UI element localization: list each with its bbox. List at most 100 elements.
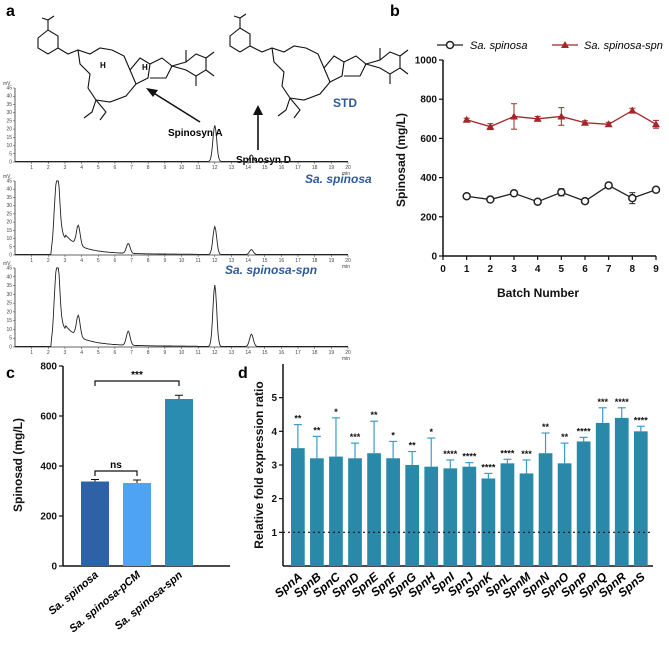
d-bar [519,473,534,566]
d-bar [633,431,648,566]
chrom-xtick-label: 1 [30,165,33,171]
d-bar [310,458,324,566]
panel-a-letter: a [6,3,15,20]
chrom-xtick-label: 1 [30,350,33,356]
d-bar [481,478,496,566]
c-sig-label: *** [131,370,143,381]
d-bar [367,453,381,566]
d-sig-label: * [391,430,395,440]
chrom-xtick-label: 20 [345,165,351,171]
chrom-ytick-label: 15 [6,135,12,141]
chrom-xtick-label: 4 [80,165,83,171]
b-xtick-label: 6 [582,264,588,275]
c-sig-bracket [94,380,180,386]
d-bar [424,466,439,566]
d-sig-label: ** [542,422,550,432]
b-xtick-label: 5 [559,264,565,275]
chrom-xtick-label: 16 [279,350,285,356]
chrom-ytick-label: 10 [6,143,12,149]
chrom-ytick-label: 30 [6,110,12,116]
b-xtick-label: 9 [653,264,659,275]
chrom-xtick-label: 2 [47,165,50,171]
panel-c-letter: c [6,365,15,382]
d-bar [386,458,400,566]
chrom-ytick-label: 0 [9,345,12,351]
chrom-xtick-label: 3 [64,165,67,171]
d-bar [405,465,420,566]
chrom-xtick-label: 6 [114,165,117,171]
chrom-ytick-label: 5 [9,336,12,342]
d-bar [557,463,572,566]
b-xtick-label: 8 [630,264,636,275]
chrom-xtick-label: 16 [279,165,285,171]
panel-b-letter: b [390,3,400,20]
d-ytick-label: 5 [271,393,277,404]
chrom-xtick-label: 14 [245,165,251,171]
b-point [628,193,637,203]
d-bar [614,417,629,566]
d-sig-label: **** [462,452,477,462]
d-bar [500,463,515,566]
c-ytick-label: 600 [40,412,57,423]
d-bar [329,456,343,566]
chrom-ytick-label: 0 [9,160,12,166]
b-xtick-label: 0 [440,264,446,275]
d-ytick-label: 3 [271,461,277,472]
line-chart-b: 0 200 400 600 800 1000 0 1 2 3 4 5 6 7 8 9 [415,56,661,275]
trace-label-sa-spinosa: Sa. spinosa [305,172,372,186]
b-ytick-label: 1000 [415,56,438,67]
chrom-xtick-label: 5 [97,258,100,264]
d-ytick-label: 4 [271,427,277,438]
chrom-ytick-label: 25 [6,301,12,307]
c-ytick-label: 800 [40,362,57,373]
panel-a: a H H [3,3,409,362]
chrom-xtick-label: 19 [329,350,335,356]
chrom-xtick-label: 3 [64,350,67,356]
chrom-xtick-label: 17 [295,350,301,356]
chrom-trace-line [15,267,348,347]
c-ytick-label: 200 [40,512,57,523]
spinosyn-a-structure [37,15,215,121]
chrom-xtick-label: 18 [312,165,318,171]
d-sig-label: *** [597,397,608,407]
legend-marker-sa-spinosa [445,40,455,50]
arrow-spinosyn-a [146,88,201,123]
b-point [581,118,589,126]
d-bar [595,422,610,566]
c-ytick-label: 400 [40,462,57,473]
legend-label-sa-spinosa-spn: Sa. spinosa-spn [584,40,663,52]
chrom-xtick-label: 7 [130,165,133,171]
b-point [580,196,590,206]
chrom-xtick-label: 3 [64,258,67,264]
d-sig-label: ** [561,432,569,442]
b-point [652,120,660,128]
chrom-yunit: mV [3,174,11,180]
bar-chart-d: 12345**SpnA**SpnB*SpnC***SpnD**SpnE*SpnF… [271,364,653,601]
chrom-xtick-label: 11 [196,350,201,356]
c-sig-label: ns [110,460,122,471]
chrom-xtick-label: 13 [229,258,235,264]
structure-a-h2-label: H [142,63,148,72]
chrom-ytick-label: 10 [6,236,12,242]
chrom-xtick-label: 4 [80,258,83,264]
chrom-ytick-label: 40 [6,187,12,193]
spinosyn-d-structure [229,13,409,119]
panel-d: d 12345**SpnA**SpnB*SpnC***SpnD**SpnE*Sp… [238,364,653,601]
chrom-ytick-label: 40 [6,94,12,100]
chrom-xtick-label: 19 [329,165,335,171]
chrom-xtick-label: 12 [212,165,218,171]
b-xtick-label: 1 [464,264,470,275]
chrom-ytick-label: 45 [6,266,12,272]
chrom-xtick-label: 12 [212,258,218,264]
b-ylabel: Spinosad (mg/L) [394,113,408,207]
chrom-xtick-label: 2 [47,350,50,356]
chrom-xtick-label: 12 [212,350,218,356]
structure-a-h-label: H [100,61,106,70]
b-ytick-label: 600 [420,134,437,145]
b-ytick-label: 800 [420,95,437,106]
